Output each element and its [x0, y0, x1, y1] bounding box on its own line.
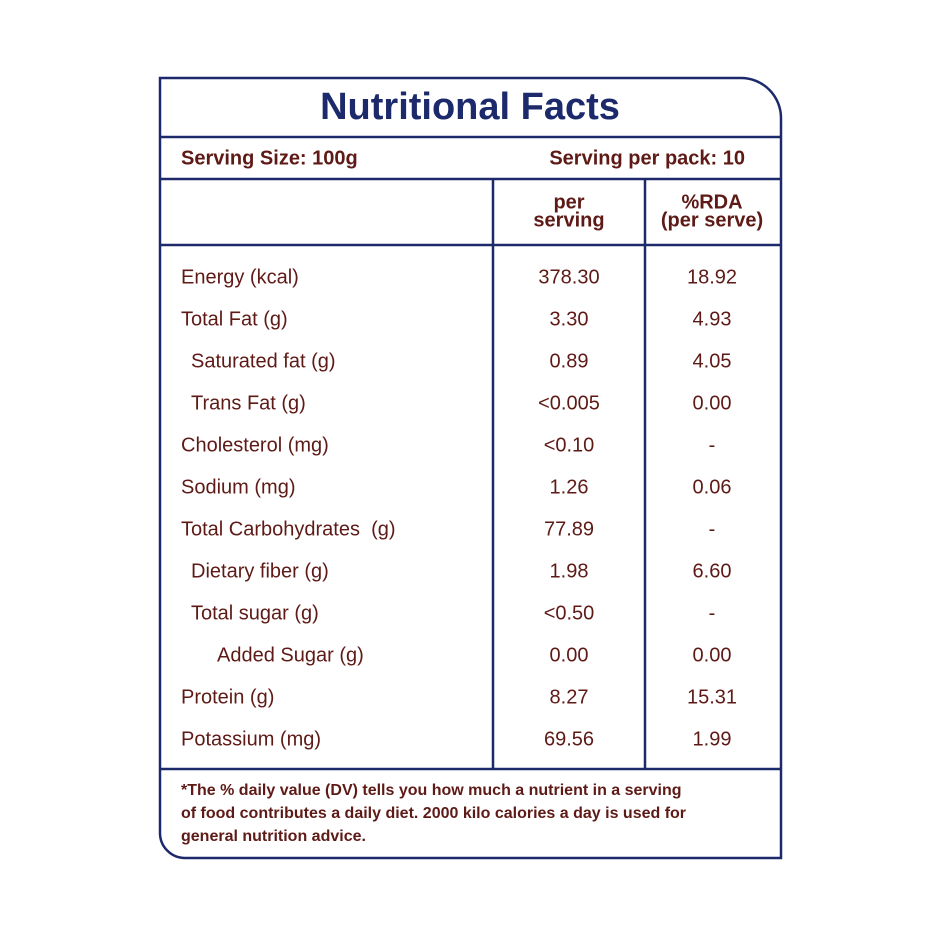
per-serving-value: 77.89	[544, 518, 594, 540]
per-serving-value: <0.10	[544, 434, 595, 456]
row-label: Total Fat (g)	[181, 308, 288, 330]
rda-value: 0.06	[693, 476, 732, 498]
serving-per-pack: Serving per pack: 10	[549, 147, 745, 169]
footnote: of food contributes a daily diet. 2000 k…	[181, 805, 686, 822]
rda-value: 15.31	[687, 686, 737, 708]
row-label: Added Sugar (g)	[217, 644, 364, 666]
rda-value: -	[709, 434, 716, 456]
per-serving-value: 1.98	[550, 560, 589, 582]
footnote: *The % daily value (DV) tells you how mu…	[181, 782, 682, 799]
row-label: Dietary fiber (g)	[191, 560, 329, 582]
row-label: Total sugar (g)	[191, 602, 319, 624]
row-label: Energy (kcal)	[181, 266, 299, 288]
rda-value: 1.99	[693, 728, 732, 750]
per-serving-value: <0.50	[544, 602, 595, 624]
per-serving-value: 3.30	[550, 308, 589, 330]
per-serving-value: 69.56	[544, 728, 594, 750]
row-label: Potassium (mg)	[181, 728, 321, 750]
per-serving-value: <0.005	[538, 392, 600, 414]
rda-value: 4.93	[693, 308, 732, 330]
per-serving-value: 8.27	[550, 686, 589, 708]
per-serving-value: 378.30	[538, 266, 599, 288]
per-serving-value: 1.26	[550, 476, 589, 498]
column-header: per	[553, 191, 584, 213]
rda-value: 0.00	[693, 644, 732, 666]
column-header: serving	[533, 209, 604, 231]
per-serving-value: 0.89	[550, 350, 589, 372]
column-header: %RDA	[681, 191, 742, 213]
rda-value: 6.60	[693, 560, 732, 582]
rda-value: 0.00	[693, 392, 732, 414]
rda-value: 4.05	[693, 350, 732, 372]
row-label: Sodium (mg)	[181, 476, 295, 498]
row-label: Cholesterol (mg)	[181, 434, 329, 456]
title: Nutritional Facts	[320, 86, 620, 128]
row-label: Total Carbohydrates (g)	[181, 518, 396, 540]
rda-value: 18.92	[687, 266, 737, 288]
footnote: general nutrition advice.	[181, 828, 366, 845]
per-serving-value: 0.00	[550, 644, 589, 666]
column-header: (per serve)	[661, 209, 763, 231]
border	[158, 76, 783, 860]
row-label: Saturated fat (g)	[191, 350, 336, 372]
row-label: Trans Fat (g)	[191, 392, 306, 414]
serving-size: Serving Size: 100g	[181, 147, 358, 169]
row-label: Protein (g)	[181, 686, 274, 708]
rda-value: -	[709, 518, 716, 540]
rda-value: -	[709, 602, 716, 624]
